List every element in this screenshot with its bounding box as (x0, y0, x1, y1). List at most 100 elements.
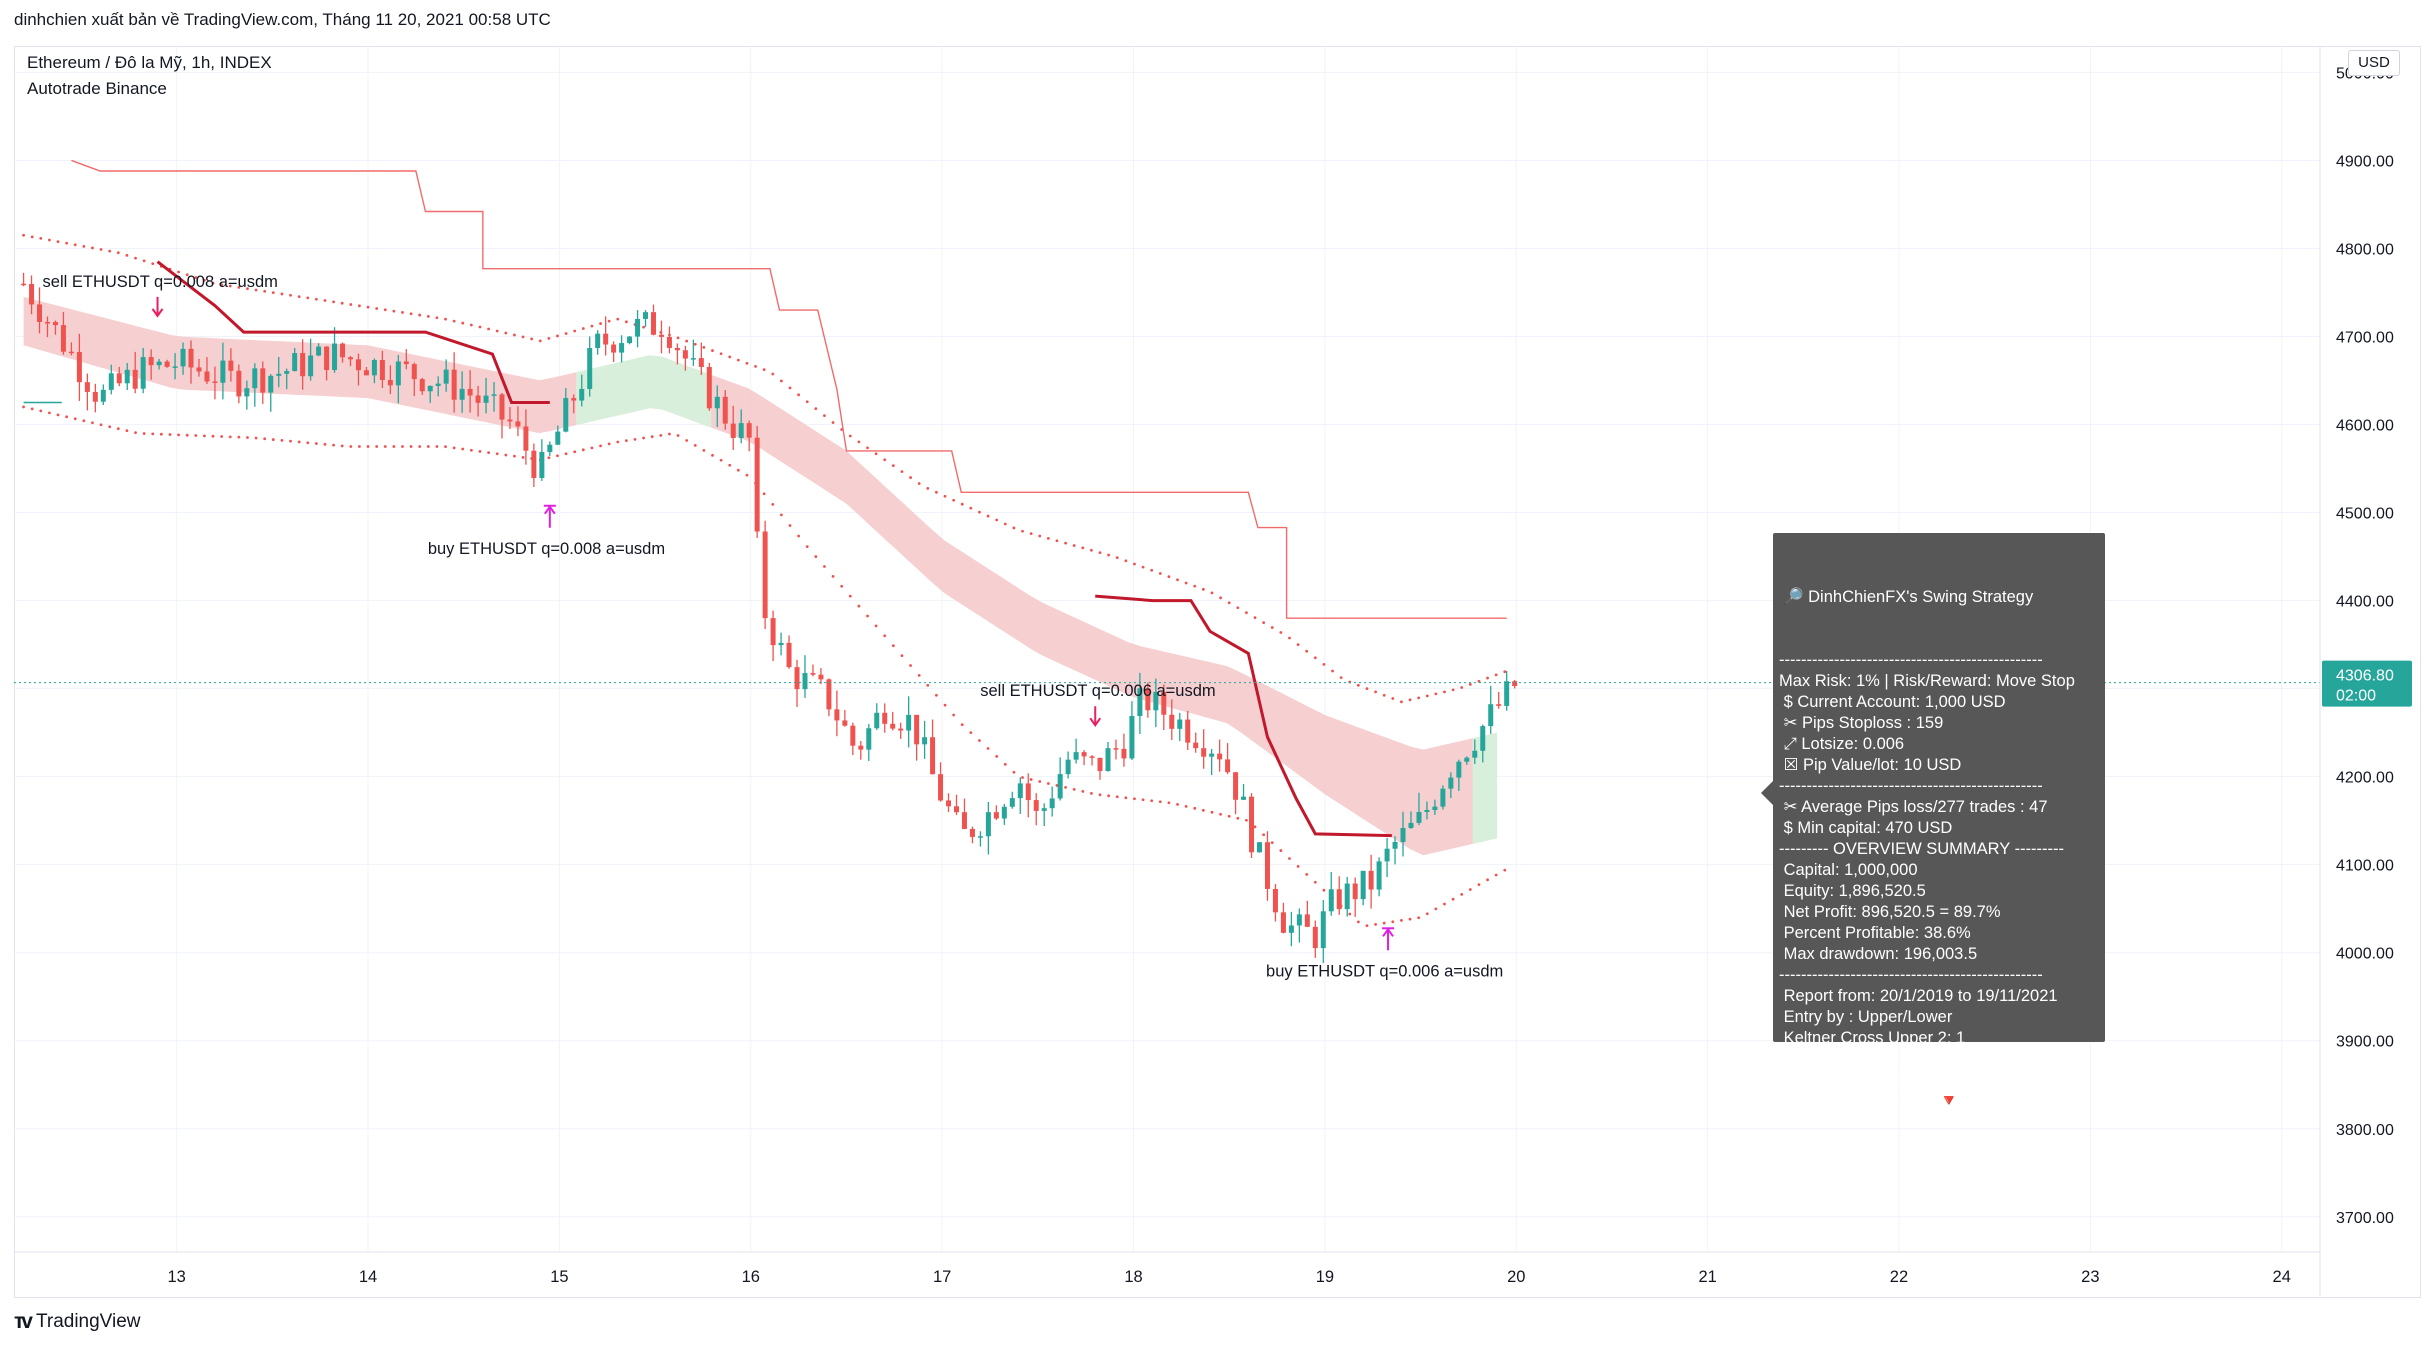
candle-body (770, 618, 776, 646)
trail-dot (1374, 690, 1377, 694)
trail-dot (848, 434, 852, 438)
strategy-line: rsi Value : 67.05 (1779, 1071, 1902, 1089)
candle-body (762, 531, 768, 619)
trail-dot (831, 421, 835, 424)
candle-body (953, 806, 959, 813)
trail-dot (788, 524, 792, 527)
trail-dot (366, 305, 370, 309)
tradingview-logo[interactable]: ᴛᴠ TradingView (14, 1310, 141, 1334)
trail-dot (1503, 670, 1507, 674)
trail-dot (1382, 921, 1386, 925)
candle-body (1193, 742, 1199, 749)
candle-body (866, 728, 872, 750)
tv-logo-icon: ᴛᴠ (14, 1310, 33, 1333)
candle-body (1033, 800, 1039, 811)
candle-body (276, 373, 282, 376)
trail-dot (1417, 696, 1421, 700)
candle-body (738, 423, 744, 438)
price-axis[interactable]: 5000.004900.004800.004700.004600.004500.… (2319, 46, 2412, 1296)
trail-dot (435, 445, 439, 448)
trail-dot (900, 654, 904, 658)
trail-dot (340, 301, 344, 305)
trail-dot (1253, 616, 1257, 620)
trail-dot (547, 456, 551, 460)
trail-dot (401, 445, 404, 448)
trail-dot (1313, 880, 1317, 884)
trail-dot (1400, 919, 1403, 922)
trail-dot (1339, 676, 1343, 680)
currency-button[interactable]: USD (2348, 50, 2400, 76)
candle-body (563, 398, 569, 432)
trail-dot (1141, 565, 1145, 569)
trail-dot (823, 565, 826, 568)
trail-dot (1270, 626, 1274, 629)
strategy-line: ----------------------------------------… (1779, 966, 2043, 984)
x-tick-label: 17 (933, 1268, 951, 1286)
candle-body (1376, 861, 1382, 890)
trail-dot (203, 278, 206, 282)
trail-dot (1279, 631, 1283, 634)
candle-body (595, 333, 601, 349)
trail-dot (306, 441, 310, 445)
trail-dot (590, 324, 594, 328)
candle-body (730, 423, 736, 438)
time-axis[interactable]: 13 14 15 16 17 18 19 20 21 22 23 24 (14, 1251, 2320, 1286)
trail-dot (349, 445, 353, 448)
trail-dot (22, 233, 25, 237)
candle-body (491, 394, 497, 396)
chart-frame[interactable] (14, 46, 2421, 1298)
trail-dot (590, 446, 594, 450)
candle-body (29, 284, 35, 305)
candle-body (21, 283, 27, 286)
trail-dot (426, 314, 430, 318)
candle-body (1121, 748, 1127, 759)
x-tick-label: 21 (1698, 1268, 1716, 1286)
candle-body (499, 394, 505, 420)
trail-dot (685, 339, 689, 343)
trail-dot (65, 415, 69, 419)
candle-body (1336, 889, 1342, 910)
trail-dot (1227, 601, 1231, 605)
trail-dot (461, 321, 465, 325)
trail-dot (624, 439, 628, 443)
strategy-line: $ Min capital: 470 USD (1779, 819, 1953, 837)
candle-body (523, 426, 529, 451)
candle-body (1185, 719, 1191, 743)
strategy-line: Supertrend : 4 hours 🔻 Downtrend (1779, 1092, 2044, 1110)
candle-body (1169, 714, 1175, 729)
keltner-cloud (23, 296, 1498, 856)
trail-dot (340, 444, 344, 448)
trail-dot (469, 323, 473, 327)
candle-body (100, 389, 106, 402)
trail-dot (1460, 686, 1464, 689)
trail-dot (1443, 902, 1446, 906)
trail-dot (1133, 562, 1136, 566)
candle-body (682, 350, 688, 359)
trail-dot (401, 311, 404, 314)
trail-dot (99, 248, 103, 251)
candle-body (539, 452, 545, 478)
candle-body (1249, 796, 1255, 853)
trail-dot (883, 458, 887, 462)
trail-dot (650, 435, 654, 439)
indicator-title[interactable]: Autotrade Binance (27, 79, 167, 98)
symbol-title[interactable]: Ethereum / Đô la Mỹ, 1h, INDEX (27, 53, 272, 72)
y-tick-label: 4600.00 (2336, 418, 2394, 435)
trail-dot (728, 463, 732, 467)
trail-dot (125, 253, 129, 257)
candle-body (188, 348, 194, 368)
candle-body (411, 364, 417, 380)
trail-dot (1486, 676, 1489, 680)
candle-body (643, 312, 649, 319)
trail-dot (487, 451, 490, 455)
trail-dot (685, 439, 689, 442)
candle-body (698, 358, 704, 368)
candle-body (706, 367, 712, 409)
candle-body (332, 343, 338, 371)
trail-dot (1090, 548, 1093, 552)
trail-dot (624, 320, 628, 324)
candle-body (379, 360, 385, 380)
trail-dot (116, 251, 120, 255)
candle-body (969, 828, 975, 837)
